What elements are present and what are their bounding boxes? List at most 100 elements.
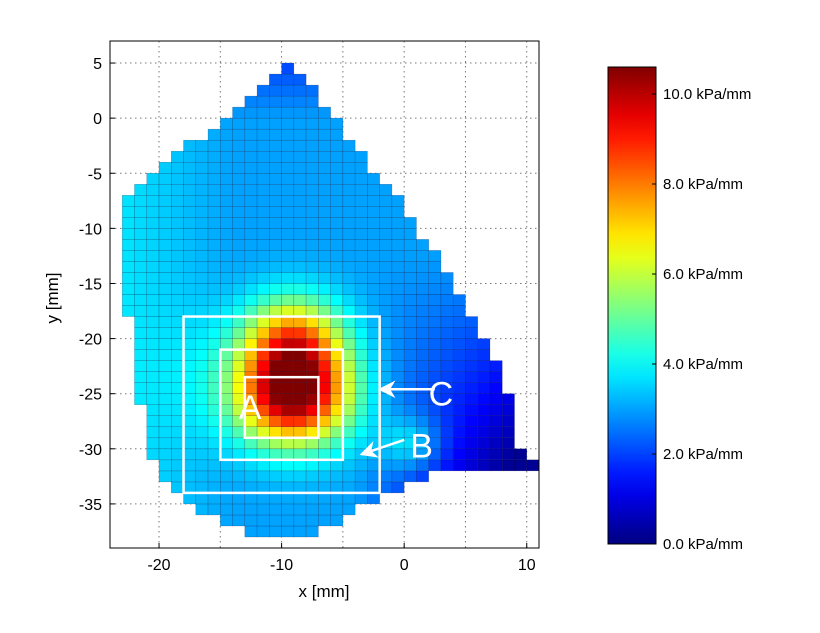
heatmap-cell [305, 150, 319, 163]
heatmap-cell [256, 272, 270, 284]
heatmap-cell [171, 459, 184, 472]
heatmap-cell [342, 415, 356, 428]
heatmap-cell [220, 448, 233, 461]
y-tick-label: 0 [93, 111, 102, 128]
heatmap-cell [281, 503, 295, 516]
heatmap-cell [330, 261, 344, 273]
heatmap-cell [403, 349, 417, 361]
heatmap-cell [269, 415, 282, 428]
heatmap-cell [244, 492, 258, 505]
heatmap-cell [391, 415, 405, 428]
heatmap-cell [269, 393, 282, 405]
heatmap-cell [281, 514, 295, 527]
heatmap-cell [207, 316, 221, 328]
heatmap-cell [330, 250, 344, 262]
heatmap-cell [207, 338, 221, 350]
heatmap-cell [416, 360, 429, 372]
heatmap-cell [171, 371, 184, 383]
heatmap-cell [281, 117, 295, 130]
heatmap-cell [195, 272, 209, 284]
heatmap-cell [305, 415, 319, 428]
heatmap-cell [146, 360, 160, 372]
heatmap-cell [158, 349, 172, 361]
heatmap-cell [134, 349, 148, 361]
heatmap-cell [330, 492, 344, 505]
heatmap-cell [293, 404, 307, 416]
heatmap-cell [452, 393, 466, 405]
heatmap-cell [293, 250, 307, 262]
heatmap-cell [134, 360, 148, 372]
heatmap-cell [158, 338, 172, 350]
heatmap-cell [269, 283, 282, 295]
heatmap-cell [232, 173, 246, 185]
heatmap-cell [171, 338, 184, 350]
roi-annotations: A BC [182, 315, 453, 495]
heatmap-cell [195, 481, 209, 494]
heatmap-cell [305, 261, 319, 273]
heatmap-cell [342, 448, 356, 461]
colorbar-tick-label: 2.0 kPa/mm [663, 446, 743, 463]
heatmap-cell [146, 349, 160, 361]
heatmap-cell [416, 283, 429, 295]
heatmap-cell [146, 338, 160, 350]
heatmap-cell [281, 261, 295, 273]
heatmap-cell [195, 305, 209, 317]
heatmap-cell [171, 481, 184, 494]
heatmap-cell [330, 382, 344, 394]
heatmap-cell [220, 371, 233, 383]
heatmap-cell [256, 150, 270, 163]
heatmap-cell [256, 448, 270, 461]
heatmap-cell [330, 459, 344, 472]
heatmap-cell [330, 514, 344, 527]
heatmap-cell [207, 217, 221, 229]
heatmap-cell [403, 470, 417, 483]
heatmap-cell [440, 448, 454, 461]
heatmap-cell [207, 481, 221, 494]
heatmap-cell [244, 228, 258, 240]
heatmap-cell [281, 250, 295, 262]
heatmap-cell [256, 173, 270, 185]
heatmap-cell [342, 228, 356, 240]
heatmap-cell [367, 294, 380, 306]
heatmap-cell [379, 470, 393, 483]
heatmap-cell [171, 426, 184, 439]
heatmap-cell [207, 492, 221, 505]
heatmap-cell [293, 294, 307, 306]
heatmap-cell [354, 371, 368, 383]
heatmap-cell [158, 261, 172, 273]
x-tick-label: -20 [147, 557, 170, 574]
heatmap-cell [134, 327, 148, 339]
heatmap-cell [293, 393, 307, 405]
heatmap-cell [256, 206, 270, 218]
heatmap-cell [195, 327, 209, 339]
heatmap-cell [367, 195, 380, 207]
heatmap-cell [330, 393, 344, 405]
heatmap-cell [342, 305, 356, 317]
heatmap-cell [195, 294, 209, 306]
heatmap-cell [256, 239, 270, 251]
heatmap-cell [134, 272, 148, 284]
heatmap-cell [428, 261, 442, 273]
heatmap-cell [391, 195, 405, 207]
heatmap-cell [342, 195, 356, 207]
heatmap-cell [256, 327, 270, 339]
heatmap-cell [269, 250, 282, 262]
heatmap-cell [379, 393, 393, 405]
heatmap-cell [269, 161, 282, 174]
heatmap-cell [256, 184, 270, 196]
heatmap-cell [171, 294, 184, 306]
heatmap-cell [342, 316, 356, 328]
heatmap-cell [183, 371, 197, 383]
heatmap-cell [379, 294, 393, 306]
heatmap-cell [293, 139, 307, 152]
heatmap-cell [171, 228, 184, 240]
heatmap-cell [207, 261, 221, 273]
heatmap-cell [354, 470, 368, 483]
heatmap-cell [256, 294, 270, 306]
heatmap-cell [171, 184, 184, 196]
y-axis-label: y [mm] [43, 273, 62, 324]
heatmap-cell [342, 161, 356, 174]
heatmap-cell [379, 360, 393, 372]
heatmap-cell [269, 106, 282, 119]
heatmap-cell [171, 150, 184, 163]
